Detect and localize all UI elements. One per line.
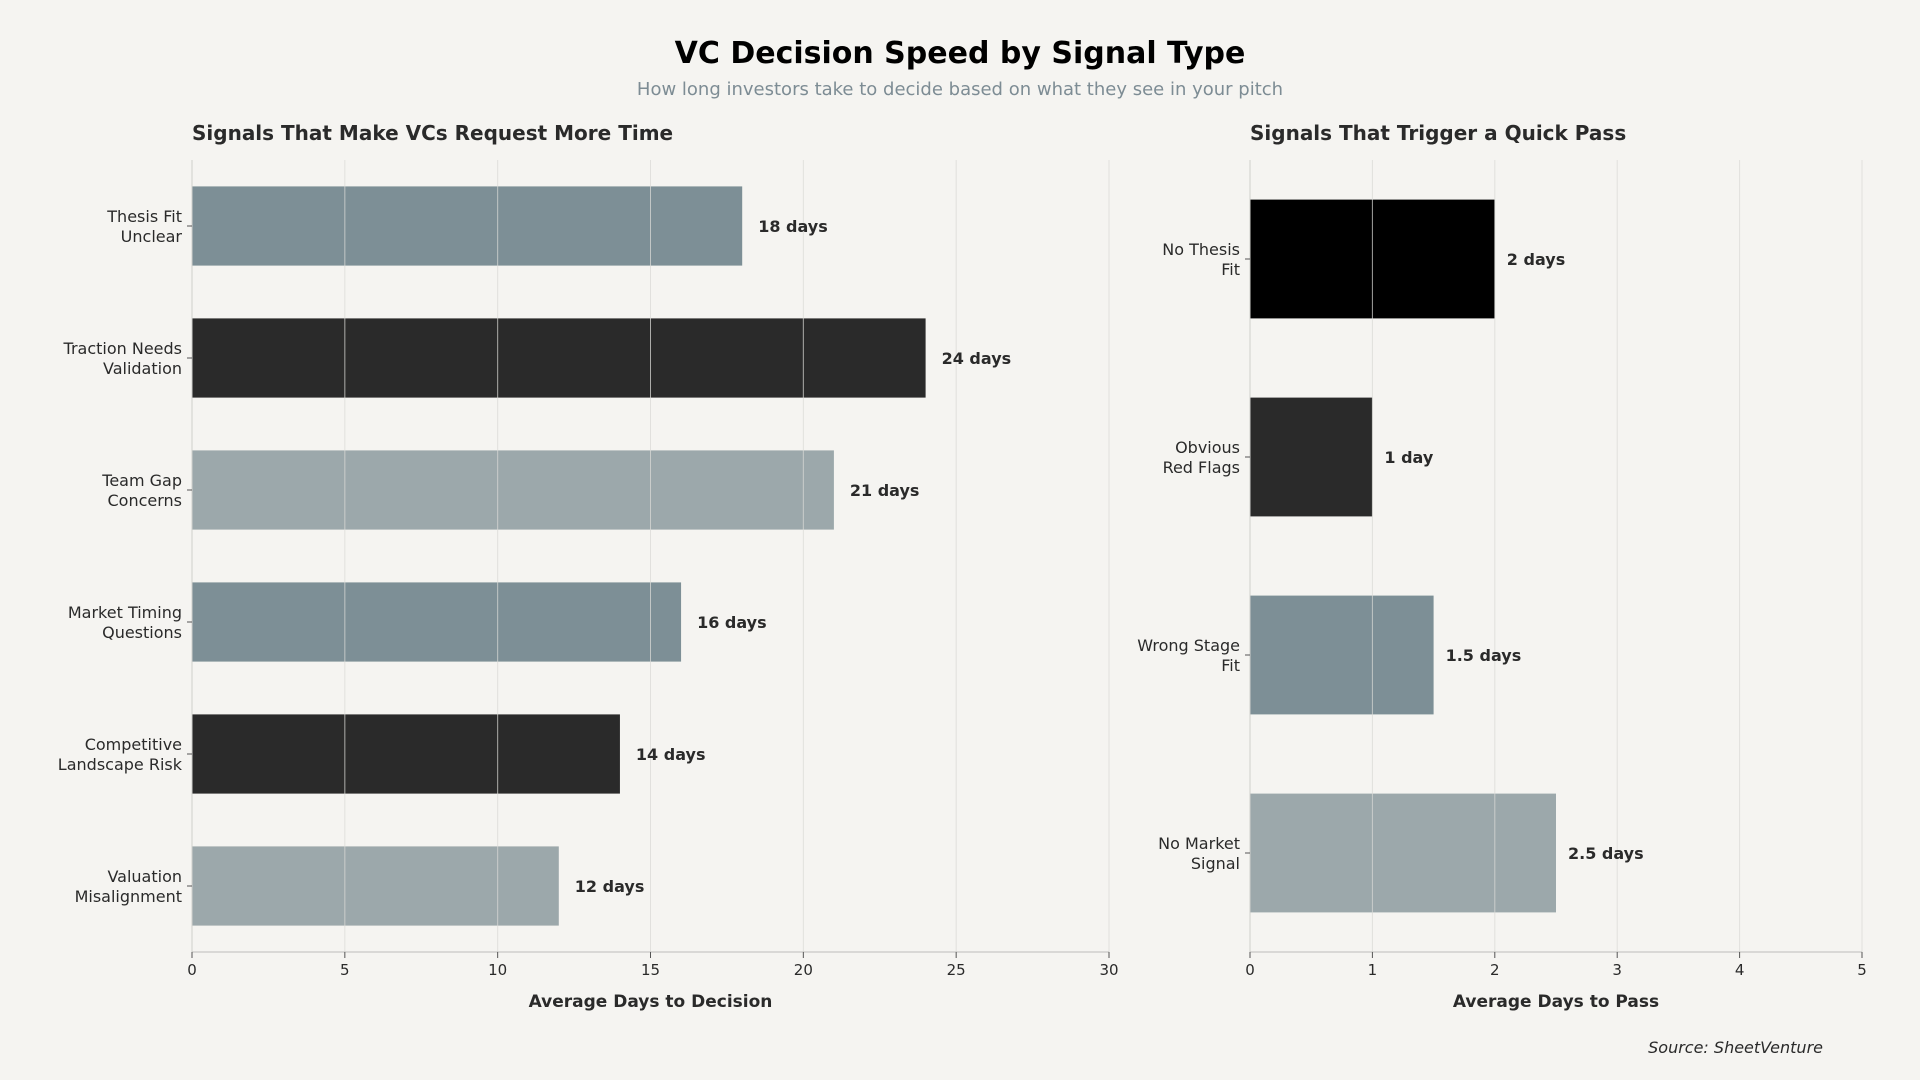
category-label: No Market — [1158, 834, 1240, 853]
x-tick-label: 0 — [187, 961, 197, 979]
category-label: Validation — [103, 359, 182, 378]
chart-title: VC Decision Speed by Signal Type — [674, 36, 1246, 71]
x-tick-label: 2 — [1490, 961, 1500, 979]
category-label: Fit — [1221, 260, 1240, 279]
x-tick-label: 15 — [641, 961, 660, 979]
x-tick-label: 10 — [488, 961, 507, 979]
x-tick-label: 1 — [1368, 961, 1378, 979]
x-tick-label: 5 — [1857, 961, 1867, 979]
x-tick-label: 4 — [1735, 961, 1745, 979]
value-label: 18 days — [758, 217, 828, 236]
x-tick-label: 3 — [1612, 961, 1622, 979]
category-label: Thesis Fit — [106, 207, 182, 226]
x-tick-label: 30 — [1099, 961, 1118, 979]
chart-subtitle: How long investors take to decide based … — [636, 79, 1284, 100]
category-label: Competitive — [85, 735, 182, 754]
category-label: Traction Needs — [63, 339, 182, 358]
value-label: 1 day — [1384, 448, 1433, 467]
value-label: 21 days — [850, 481, 920, 500]
bar — [192, 846, 559, 926]
x-tick-label: 0 — [1245, 961, 1255, 979]
category-label: Landscape Risk — [58, 755, 183, 774]
x-tick-label: 5 — [340, 961, 350, 979]
bar — [192, 714, 620, 794]
x-tick-label: 25 — [947, 961, 966, 979]
category-label: Obvious — [1175, 438, 1240, 457]
value-label: 2.5 days — [1568, 844, 1644, 863]
source-note: Source: SheetVenture — [1648, 1038, 1823, 1057]
value-label: 14 days — [636, 745, 706, 764]
category-label: Wrong Stage — [1137, 636, 1240, 655]
value-label: 12 days — [575, 877, 645, 896]
category-label: No Thesis — [1162, 240, 1240, 259]
category-label: Market Timing — [68, 603, 182, 622]
x-tick-label: 20 — [794, 961, 813, 979]
x-axis-title: Average Days to Decision — [529, 992, 773, 1012]
value-label: 24 days — [942, 349, 1012, 368]
category-label: Concerns — [107, 491, 182, 510]
bar — [192, 186, 743, 266]
category-label: Questions — [102, 623, 182, 642]
category-label: Signal — [1191, 854, 1240, 873]
category-label: Red Flags — [1163, 458, 1240, 477]
category-label: Valuation — [107, 867, 182, 886]
bar — [192, 582, 682, 662]
x-axis-title: Average Days to Pass — [1453, 992, 1659, 1012]
category-label: Misalignment — [75, 887, 182, 906]
bar — [1250, 793, 1556, 913]
bar — [192, 318, 926, 398]
value-label: 1.5 days — [1446, 646, 1522, 665]
panel-title: Signals That Make VCs Request More Time — [192, 121, 673, 145]
bar — [192, 450, 834, 530]
category-label: Fit — [1221, 656, 1240, 675]
category-label: Team Gap — [101, 471, 182, 490]
category-label: Unclear — [121, 227, 183, 246]
panel-title: Signals That Trigger a Quick Pass — [1250, 121, 1626, 145]
bar — [1250, 595, 1434, 715]
value-label: 16 days — [697, 613, 767, 632]
bar — [1250, 397, 1373, 517]
value-label: 2 days — [1507, 250, 1565, 269]
